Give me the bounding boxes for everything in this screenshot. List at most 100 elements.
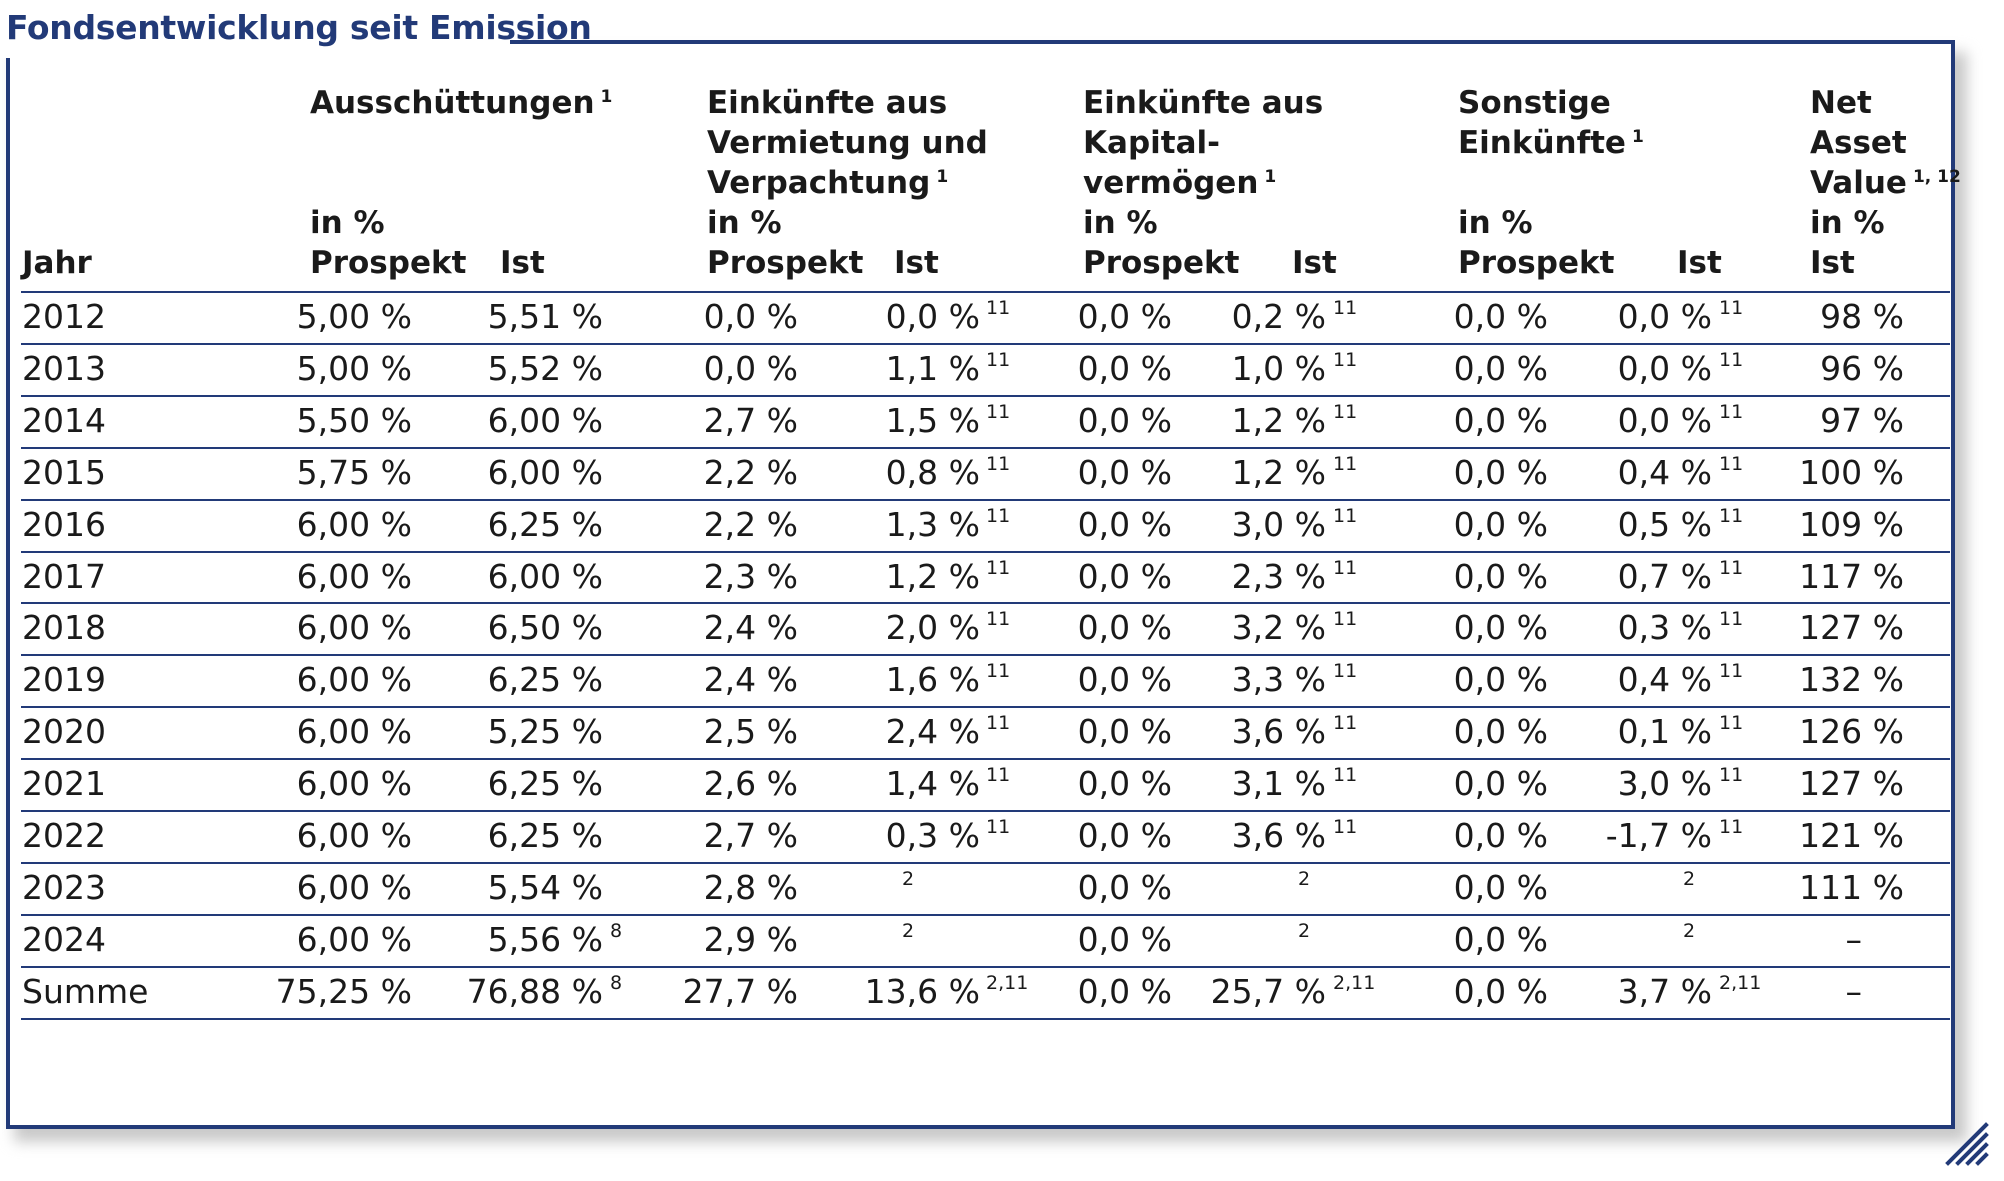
- cell-vermietung-prospekt: 2,4 %: [703, 660, 798, 699]
- cell-kapital-prospekt: 0,0 %: [1077, 972, 1172, 1011]
- cell-sonstige-prospekt: 0,0 %: [1453, 712, 1548, 751]
- header-ausschuettungen-line: Ausschüttungen 1: [310, 85, 613, 121]
- cell-footnote: 11: [986, 401, 1011, 423]
- cell-ausschuettung-prospekt: 6,00 %: [296, 764, 412, 803]
- cell-net-asset-value: 96 %: [1820, 349, 1904, 388]
- cell-footnote: 8: [610, 920, 623, 942]
- cell-ausschuettung-prospekt: 6,00 %: [296, 660, 412, 699]
- header-sonstige-line: Sonstige: [1458, 85, 1611, 121]
- cell-kapital-prospekt: 0,0 %: [1077, 764, 1172, 803]
- cell-ausschuettung-prospekt: 6,00 %: [296, 557, 412, 596]
- cell-footnote: 2,11: [1719, 972, 1762, 994]
- cell-vermietung-ist: 1,1 %: [885, 349, 980, 388]
- cell-footnote: 11: [1719, 453, 1744, 475]
- row-rule: [21, 602, 1950, 604]
- cell-footnote: 11: [1333, 660, 1358, 682]
- header-nav-line: Net: [1810, 85, 1872, 121]
- cell-ausschuettung-ist: 5,51 %: [487, 297, 603, 336]
- cell-vermietung-prospekt: 2,4 %: [703, 608, 798, 647]
- cell-footnote: 11: [986, 297, 1011, 319]
- cell-sonstige-ist: 3,7 %: [1617, 972, 1712, 1011]
- cell-ausschuettung-ist: 6,50 %: [487, 608, 603, 647]
- cell-sonstige-prospekt: 0,0 %: [1453, 972, 1548, 1011]
- cell-footnote: 11: [986, 557, 1011, 579]
- cell-kapital-prospekt: 0,0 %: [1077, 453, 1172, 492]
- cell-footnote: 2: [1298, 920, 1311, 942]
- cell-net-asset-value: –: [1845, 972, 1863, 1011]
- cell-jahr: 2019: [22, 660, 106, 699]
- cell-vermietung-prospekt: 2,8 %: [703, 868, 798, 907]
- cell-ausschuettung-ist: 5,56 %: [487, 920, 603, 959]
- cell-vermietung-ist: 2,4 %: [885, 712, 980, 751]
- cell-sonstige-ist: 0,0 %: [1617, 297, 1712, 336]
- cell-vermietung-ist: 1,3 %: [885, 505, 980, 544]
- cell-sonstige-ist: -1,7 %: [1605, 816, 1712, 855]
- cell-ausschuettung-ist: 6,00 %: [487, 401, 603, 440]
- cell-net-asset-value: 109 %: [1799, 505, 1904, 544]
- header-vermietung-line: Einkünfte aus: [707, 85, 948, 121]
- cell-footnote: 11: [986, 712, 1011, 734]
- cell-ausschuettung-prospekt: 75,25 %: [275, 972, 412, 1011]
- cell-net-asset-value: 132 %: [1799, 660, 1904, 699]
- cell-vermietung-ist: 1,4 %: [885, 764, 980, 803]
- cell-vermietung-prospekt: 2,7 %: [703, 816, 798, 855]
- cell-jahr: 2023: [22, 868, 106, 907]
- cell-footnote: 11: [986, 660, 1011, 682]
- header-nav-line: Value 1, 12: [1810, 165, 1961, 201]
- cell-net-asset-value: 121 %: [1799, 816, 1904, 855]
- header-prospekt: Prospekt: [310, 245, 467, 281]
- cell-footnote: 2: [1683, 868, 1696, 890]
- cell-footnote: 11: [1333, 453, 1358, 475]
- cell-jahr: 2015: [22, 453, 106, 492]
- table-frame: [6, 40, 1955, 1129]
- cell-footnote: 11: [1719, 712, 1744, 734]
- cell-footnote: 8: [610, 972, 623, 994]
- row-rule: [21, 810, 1950, 812]
- row-rule: [21, 343, 1950, 345]
- row-rule: [21, 395, 1950, 397]
- header-ausschuettungen-footnote: 1: [600, 86, 613, 107]
- header-nav-line: Asset: [1810, 125, 1907, 161]
- cell-kapital-ist: 1,2 %: [1231, 401, 1326, 440]
- header-kapitalvermoegen-footnote: 1: [1264, 166, 1277, 187]
- header-jahr-line: Jahr: [22, 245, 92, 281]
- cell-footnote: 11: [1719, 764, 1744, 786]
- header-ist: Ist: [500, 245, 545, 281]
- cell-net-asset-value: 97 %: [1820, 401, 1904, 440]
- cell-kapital-prospekt: 0,0 %: [1077, 557, 1172, 596]
- cell-ausschuettung-prospekt: 5,00 %: [296, 349, 412, 388]
- cell-footnote: 11: [1719, 401, 1744, 423]
- cell-vermietung-ist: 1,5 %: [885, 401, 980, 440]
- cell-vermietung-prospekt: 2,7 %: [703, 401, 798, 440]
- cell-vermietung-ist: 13,6 %: [864, 972, 980, 1011]
- cell-vermietung-ist: 0,3 %: [885, 816, 980, 855]
- cell-footnote: 2,11: [1333, 972, 1376, 994]
- row-rule: [21, 551, 1950, 553]
- header-prospekt: Prospekt: [1458, 245, 1615, 281]
- header-vermietung-footnote: 1: [936, 166, 949, 187]
- cell-ausschuettung-ist: 6,00 %: [487, 557, 603, 596]
- cell-jahr: Summe: [22, 972, 149, 1011]
- cell-vermietung-prospekt: 2,9 %: [703, 920, 798, 959]
- cell-kapital-ist: 3,0 %: [1231, 505, 1326, 544]
- header-unit: in %: [1458, 205, 1533, 241]
- row-rule: [21, 654, 1950, 656]
- cell-jahr: 2021: [22, 764, 106, 803]
- row-rule: [21, 758, 1950, 760]
- cell-jahr: 2020: [22, 712, 106, 751]
- cell-kapital-prospekt: 0,0 %: [1077, 712, 1172, 751]
- cell-ausschuettung-ist: 6,00 %: [487, 453, 603, 492]
- header-unit: in %: [310, 205, 385, 241]
- cell-sonstige-ist: 3,0 %: [1617, 764, 1712, 803]
- cell-vermietung-ist: 0,0 %: [885, 297, 980, 336]
- cell-vermietung-prospekt: 27,7 %: [682, 972, 798, 1011]
- header-ist: Ist: [894, 245, 939, 281]
- header-unit: in %: [707, 205, 782, 241]
- row-rule: [21, 966, 1950, 968]
- cell-jahr: 2024: [22, 920, 106, 959]
- cell-net-asset-value: –: [1845, 920, 1863, 959]
- cell-kapital-ist: 3,1 %: [1231, 764, 1326, 803]
- cell-vermietung-prospekt: 2,2 %: [703, 453, 798, 492]
- cell-kapital-ist: 2,3 %: [1231, 557, 1326, 596]
- cell-kapital-prospekt: 0,0 %: [1077, 505, 1172, 544]
